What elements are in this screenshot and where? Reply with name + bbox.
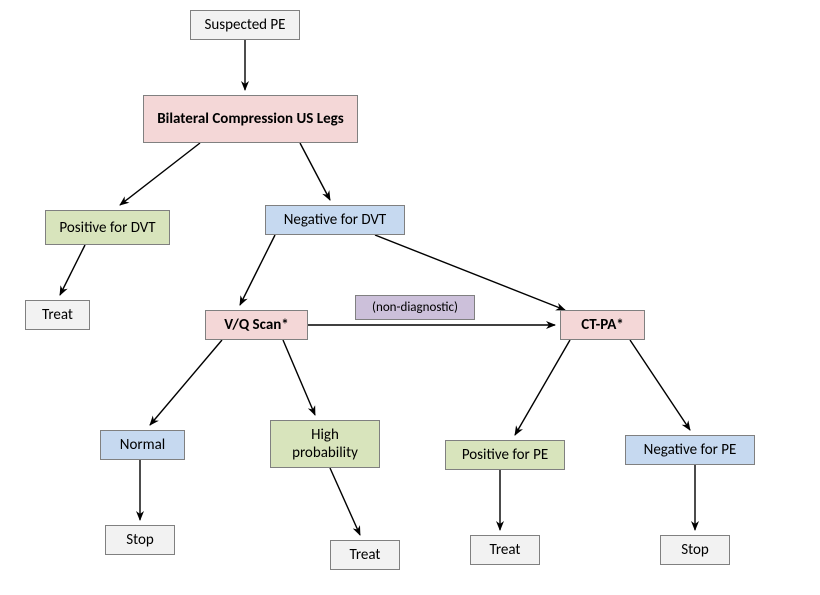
edge-label-text: (non-diagnostic) xyxy=(372,300,458,315)
node-treat-2: Treat xyxy=(330,540,400,570)
node-label: Treat xyxy=(350,546,381,564)
node-label: CT-PA* xyxy=(581,316,624,334)
node-label: Negative for DVT xyxy=(284,211,386,229)
node-label: Positive for PE xyxy=(462,446,548,464)
node-suspected-pe: Suspected PE xyxy=(190,10,300,40)
node-label: Normal xyxy=(120,436,165,454)
node-label: Bilateral Compression US Legs xyxy=(157,110,343,128)
node-label: Negative for PE xyxy=(644,441,737,459)
node-bilateral-us: Bilateral Compression US Legs xyxy=(143,95,358,143)
node-label: Positive for DVT xyxy=(59,219,155,237)
node-negative-pe: Negative for PE xyxy=(625,435,755,465)
node-positive-dvt: Positive for DVT xyxy=(45,210,170,245)
node-positive-pe: Positive for PE xyxy=(445,440,565,470)
edge-label-non-diagnostic: (non-diagnostic) xyxy=(355,295,475,320)
node-label: V/Q Scan* xyxy=(224,316,289,334)
node-label: Stop xyxy=(681,541,709,559)
node-label: Suspected PE xyxy=(205,16,286,34)
node-label: Treat xyxy=(490,541,521,559)
node-label: High probability xyxy=(279,426,371,462)
node-treat-1: Treat xyxy=(25,300,90,330)
node-negative-dvt: Negative for DVT xyxy=(265,205,405,235)
node-treat-3: Treat xyxy=(470,535,540,565)
node-label: Stop xyxy=(126,531,154,549)
node-ct-pa: CT-PA* xyxy=(560,310,645,340)
node-stop-1: Stop xyxy=(105,525,175,555)
node-label: Treat xyxy=(42,306,73,324)
node-vq-scan: V/Q Scan* xyxy=(205,310,308,340)
node-normal: Normal xyxy=(100,430,185,460)
node-high-probability: High probability xyxy=(270,420,380,468)
node-stop-2: Stop xyxy=(660,535,730,565)
